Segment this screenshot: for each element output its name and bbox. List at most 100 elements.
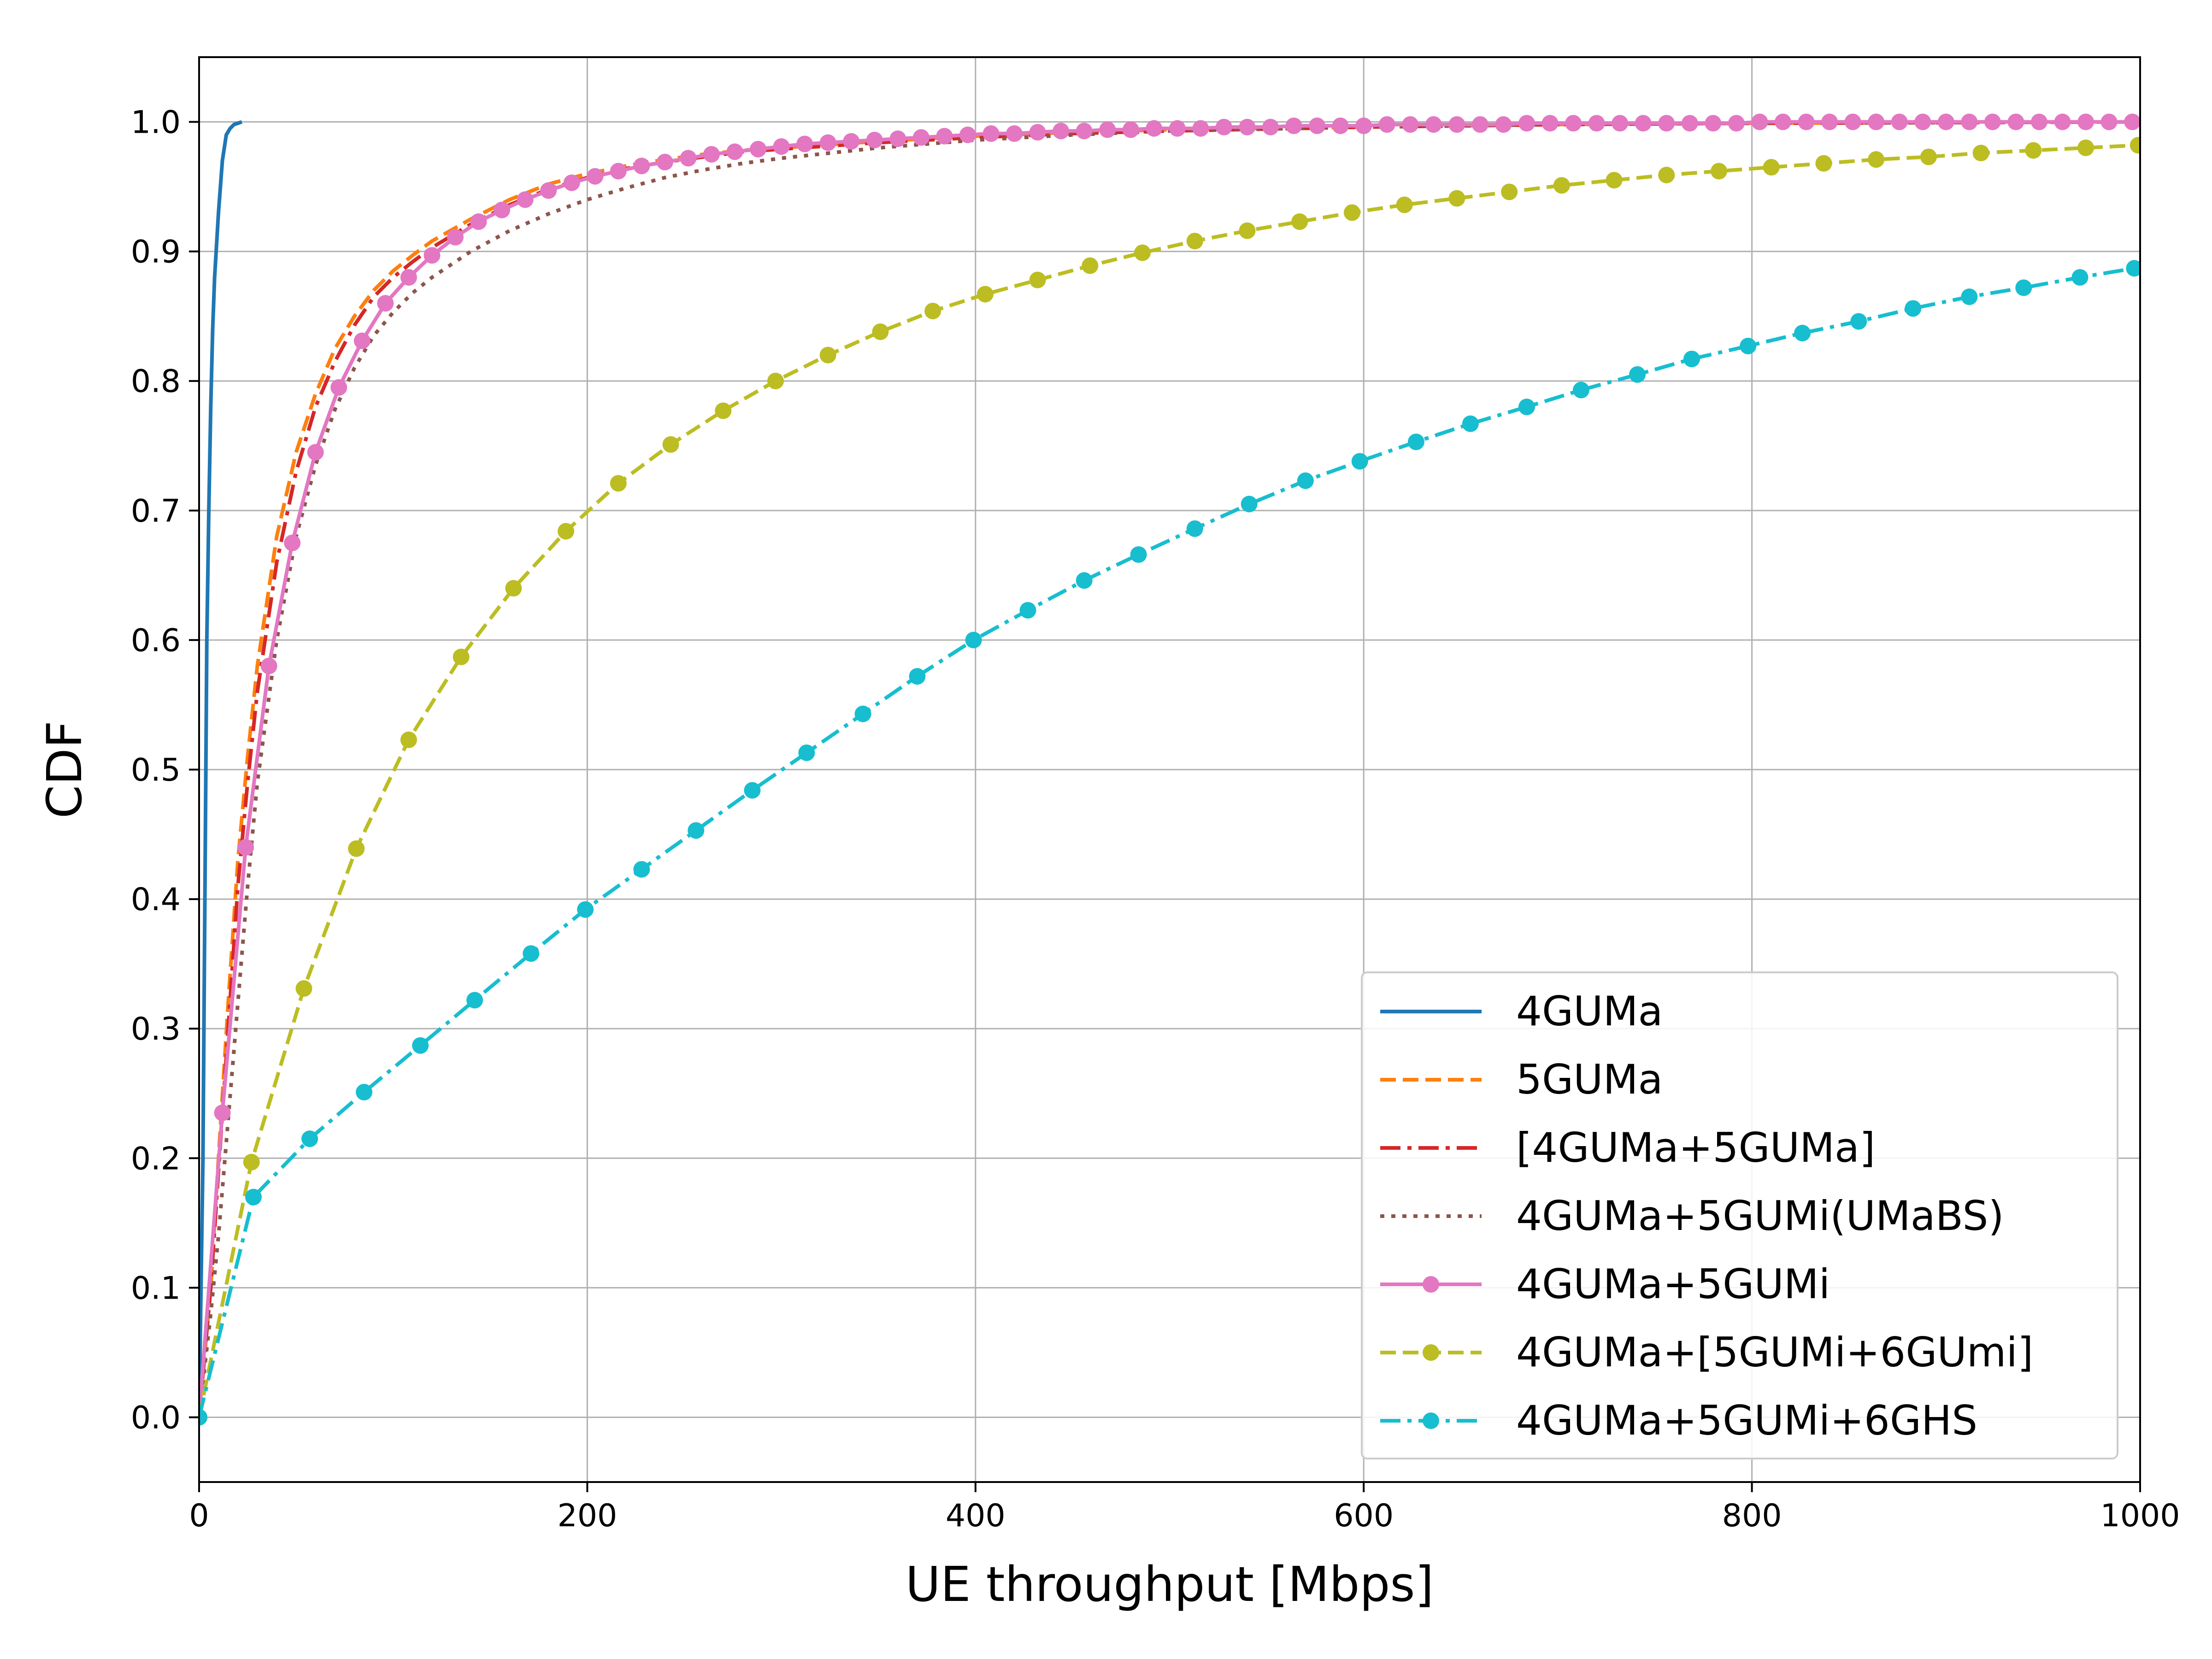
series-point — [237, 839, 254, 856]
series-point — [819, 347, 836, 364]
series-point — [750, 141, 767, 158]
series-point — [199, 1409, 207, 1426]
series-point — [912, 129, 930, 146]
series-point — [1186, 520, 1203, 537]
series-point — [924, 302, 941, 319]
legend-label: 4GUMa+5GUMi+6GHS — [1516, 1397, 1977, 1444]
series-point — [1378, 116, 1395, 133]
y-tick-label: 0.4 — [131, 882, 181, 918]
series-point — [540, 182, 557, 199]
series-point — [1130, 546, 1147, 563]
series-point — [1553, 177, 1570, 194]
series-point — [494, 201, 511, 218]
x-tick-label: 600 — [1334, 1498, 1394, 1534]
series-point — [412, 1037, 429, 1054]
series-point — [866, 131, 883, 148]
series-point — [1122, 121, 1139, 138]
series-point — [1053, 123, 1070, 140]
series-point — [1914, 113, 1931, 130]
series-point — [470, 213, 487, 230]
series-point — [400, 269, 417, 286]
legend-label: 4GUMa+5GUMi — [1516, 1260, 1830, 1308]
series-point — [1169, 120, 1186, 137]
series-point — [1629, 366, 1646, 383]
series-point — [1681, 115, 1698, 132]
series-point — [1763, 159, 1780, 176]
series-point — [2077, 139, 2094, 156]
series-point — [977, 286, 994, 303]
series-point — [243, 1153, 260, 1171]
series-point — [1588, 115, 1605, 132]
series-point — [260, 658, 277, 675]
series-point — [959, 126, 976, 143]
x-tick-label: 1000 — [2100, 1498, 2180, 1534]
series-point — [1821, 113, 1838, 130]
series-point — [377, 295, 394, 312]
series-point — [854, 706, 871, 723]
series-point — [1565, 115, 1582, 132]
series-point — [1705, 115, 1722, 132]
series-point — [819, 134, 836, 151]
series-point — [1186, 233, 1203, 250]
series-point — [1658, 166, 1675, 183]
y-tick-label: 0.0 — [131, 1400, 181, 1436]
series-point — [1082, 257, 1099, 274]
x-tick-label: 400 — [946, 1498, 1006, 1534]
series-point — [523, 945, 540, 962]
series-point — [2071, 269, 2088, 286]
series-point — [295, 980, 312, 997]
x-tick-label: 200 — [558, 1498, 618, 1534]
series-point — [1541, 115, 1559, 132]
series-point — [610, 163, 627, 180]
legend-marker — [1423, 1412, 1439, 1429]
series-point — [1501, 183, 1518, 200]
series-point — [1471, 116, 1488, 133]
series-point — [307, 444, 324, 461]
series-point — [1355, 117, 1372, 134]
series-line — [199, 120, 242, 1418]
series-point — [284, 535, 301, 552]
series-point — [773, 138, 790, 155]
y-tick-label: 0.2 — [131, 1141, 181, 1177]
series-point — [610, 475, 627, 492]
series-point — [245, 1188, 262, 1206]
series-point — [1905, 300, 1922, 317]
series-point — [214, 1104, 231, 1121]
x-tick-label: 0 — [189, 1498, 209, 1534]
x-axis-ticks: 0 200 400 600 800 1000 — [189, 1482, 2180, 1534]
series-point — [2007, 113, 2024, 130]
series-point — [2030, 113, 2047, 130]
series-point — [453, 648, 470, 665]
series-point — [517, 191, 534, 208]
legend-label: 4GUMa — [1516, 988, 1663, 1035]
series-point — [1751, 113, 1768, 130]
series-point — [703, 146, 720, 163]
x-tick-label: 800 — [1722, 1498, 1782, 1534]
series-point — [688, 822, 705, 839]
series-point — [1495, 116, 1512, 133]
series-point — [1332, 117, 1349, 134]
series-point — [587, 168, 604, 185]
series-point — [680, 150, 697, 167]
legend-marker — [1423, 1344, 1439, 1361]
series-point — [505, 580, 522, 597]
series-point — [1402, 116, 1419, 133]
series-point — [965, 631, 982, 648]
y-tick-label: 0.5 — [131, 752, 181, 788]
series-point — [1285, 117, 1302, 134]
series-point — [2025, 142, 2042, 159]
series-point — [1291, 213, 1308, 230]
series-point — [1774, 113, 1791, 130]
series-point — [796, 135, 813, 153]
legend-entry: 4GUMa+5GUMi(UMaBS) — [1380, 1192, 2004, 1240]
series-point — [1683, 350, 1700, 367]
series-line — [199, 143, 2139, 1418]
legend-entry: 4GUMa+5GUMi — [1380, 1260, 1830, 1308]
series-point — [1019, 602, 1036, 619]
series-point — [1868, 113, 1885, 130]
series-5 — [199, 113, 2140, 1426]
series-point — [982, 125, 1000, 142]
series-point — [330, 379, 347, 396]
y-tick-label: 0.7 — [131, 493, 181, 529]
